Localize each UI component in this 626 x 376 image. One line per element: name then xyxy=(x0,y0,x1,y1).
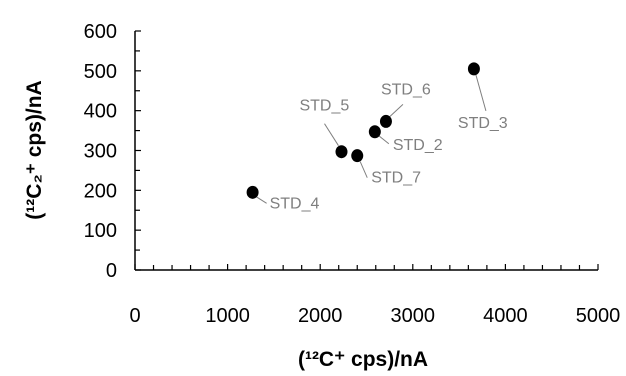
y-axis-title: (¹²C₂⁺ cps)/nA xyxy=(23,80,46,219)
data-point xyxy=(351,149,364,163)
x-tick-label: 4000 xyxy=(483,305,528,327)
leader-lines xyxy=(255,74,487,204)
x-axis-title: (¹²C⁺ cps)/nA xyxy=(298,348,428,371)
data-point xyxy=(379,114,392,128)
data-point-label: STD_7 xyxy=(371,170,421,187)
y-tick-marks xyxy=(135,30,141,271)
y-tick-label: 300 xyxy=(84,141,117,163)
y-tick-label: 500 xyxy=(84,61,117,83)
y-tick-labels: 0 100 200 300 400 500 600 xyxy=(84,21,117,282)
x-tick-labels: 0 1000 2000 3000 4000 5000 xyxy=(129,305,620,327)
leader-line xyxy=(324,123,339,146)
x-tick-marks xyxy=(134,264,599,270)
plot-axes xyxy=(134,31,598,271)
x-tick-label: 3000 xyxy=(391,305,436,327)
y-tick-label: 400 xyxy=(84,101,117,123)
y-tick-label: 600 xyxy=(84,21,117,43)
data-point xyxy=(335,145,348,159)
y-tick-label: 200 xyxy=(84,180,117,202)
data-point xyxy=(467,62,480,76)
x-tick-label: 2000 xyxy=(298,305,343,327)
x-tick-label: 5000 xyxy=(576,305,621,327)
data-point-label: STD_6 xyxy=(381,81,431,98)
leader-line xyxy=(255,195,267,204)
leader-line xyxy=(475,74,487,111)
data-points xyxy=(246,62,480,199)
data-point-label: STD_3 xyxy=(458,115,508,132)
data-point xyxy=(368,125,381,139)
y-tick-label: 0 xyxy=(106,260,117,282)
x-tick-label: 0 xyxy=(129,305,140,327)
leader-line xyxy=(359,161,368,178)
point-labels: STD_4 STD_5 STD_7 STD_2 STD_6 STD_3 xyxy=(270,81,508,212)
leader-line xyxy=(388,104,404,118)
data-point xyxy=(246,185,259,199)
data-point-label: STD_2 xyxy=(393,137,443,154)
data-point-label: STD_4 xyxy=(270,195,320,212)
y-tick-label: 100 xyxy=(84,220,117,242)
data-point-label: STD_5 xyxy=(299,98,349,115)
leader-line xyxy=(378,135,390,145)
x-tick-label: 1000 xyxy=(205,305,250,327)
